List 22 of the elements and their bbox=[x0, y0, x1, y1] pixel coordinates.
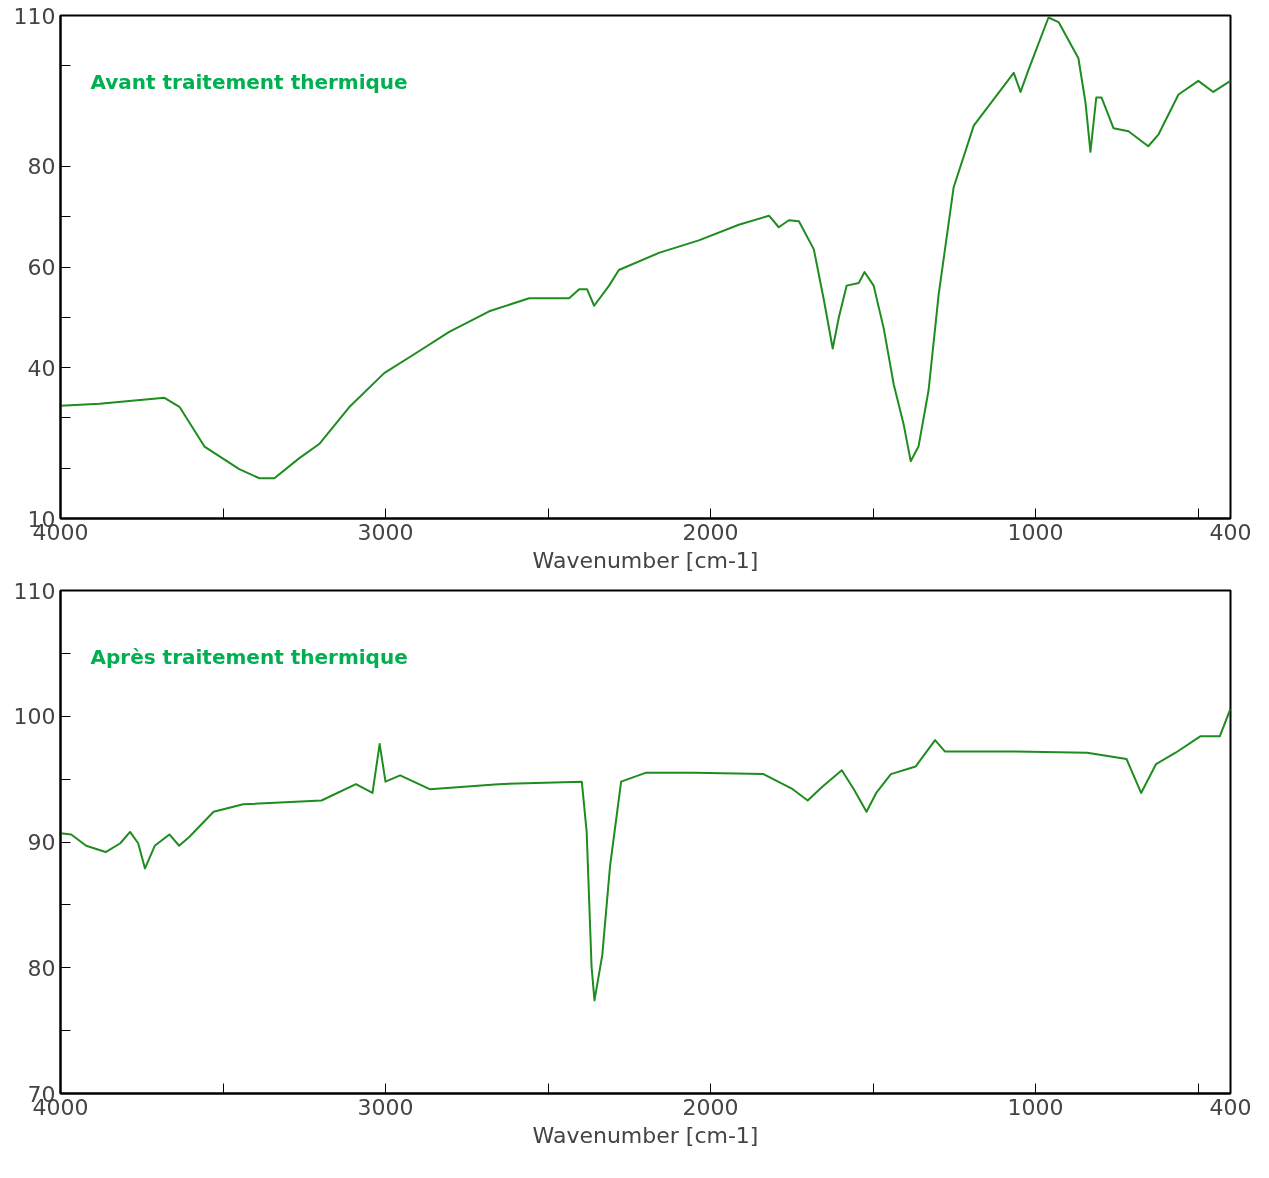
annotation: Avant traitement thermique bbox=[90, 69, 408, 94]
y-tick-label: 60 bbox=[27, 255, 56, 280]
line-series bbox=[60, 707, 1231, 1002]
x-axis-title: Wavenumber [cm-1] bbox=[532, 547, 759, 573]
x-tick-label: 2000 bbox=[682, 1094, 739, 1120]
annotation: Après traitement thermique bbox=[90, 644, 408, 669]
y-tick-label: 80 bbox=[27, 955, 56, 981]
x-tick-label: 1000 bbox=[1007, 519, 1064, 545]
x-tick-label: 2000 bbox=[682, 519, 739, 545]
y-tick-label: 40 bbox=[27, 355, 56, 381]
y-tick-label: 100 bbox=[13, 704, 56, 730]
x-tick-label: 400 bbox=[1209, 519, 1252, 545]
y-tick-label: 80 bbox=[27, 154, 56, 180]
x-axis-title: Wavenumber [cm-1] bbox=[532, 1122, 759, 1148]
x-tick-label: 3000 bbox=[357, 519, 414, 545]
line-series bbox=[60, 16, 1231, 480]
x-tick-label: 1000 bbox=[1007, 1094, 1064, 1120]
y-tick-label: 110 bbox=[13, 578, 56, 604]
y-tick-label: 90 bbox=[27, 830, 56, 855]
x-tick-label: 400 bbox=[1209, 1094, 1252, 1120]
x-tick-label: 3000 bbox=[357, 1094, 414, 1120]
y-tick-label: 110 bbox=[13, 3, 56, 29]
